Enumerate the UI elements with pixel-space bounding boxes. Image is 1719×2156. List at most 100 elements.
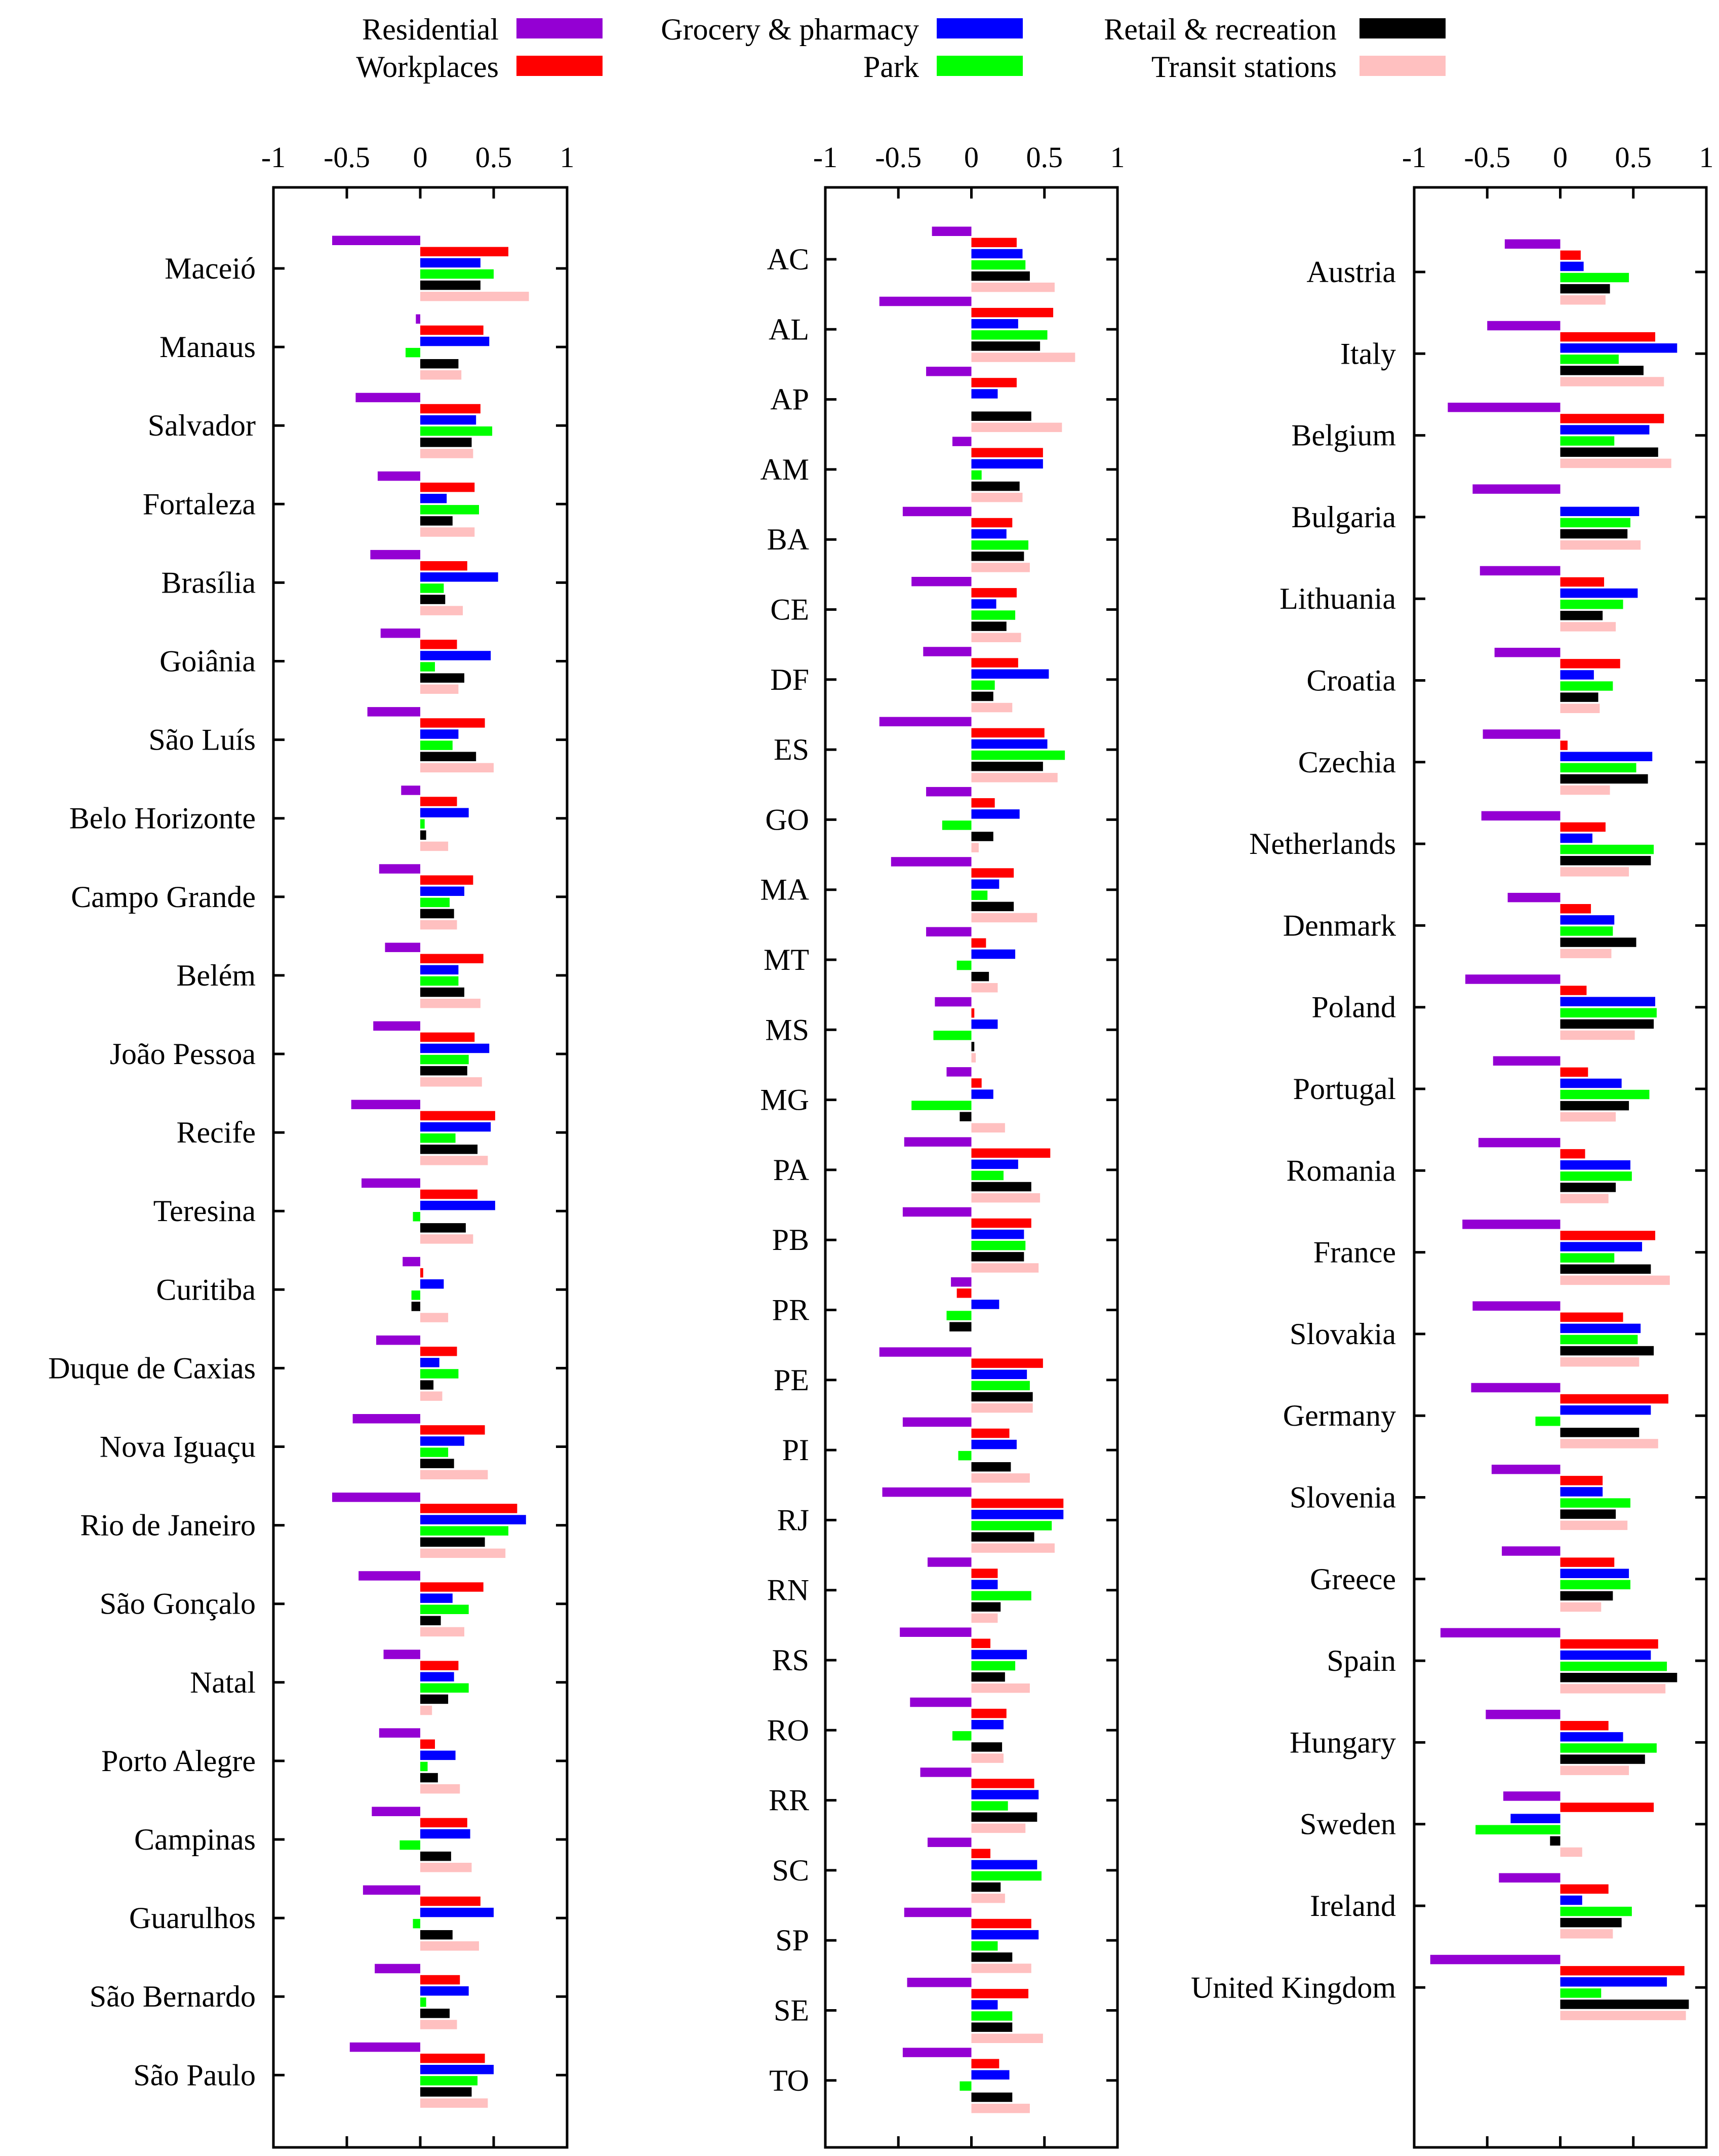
bar-retail	[971, 481, 1020, 491]
bar-grocery	[420, 1279, 444, 1289]
bar-retail	[971, 1672, 1005, 1682]
bar-grocery	[1560, 1160, 1630, 1170]
bar-park	[420, 976, 459, 986]
bar-transit	[971, 1823, 1026, 1833]
bar-grocery	[971, 1790, 1039, 1799]
category-label: Romania	[1286, 1154, 1396, 1187]
bar-grocery	[1560, 261, 1584, 271]
bar-transit	[420, 370, 462, 380]
bar-residential	[926, 367, 972, 376]
category-label: SP	[775, 1924, 809, 1957]
bar-grocery	[971, 1650, 1027, 1660]
bar-workplaces	[1560, 332, 1656, 342]
category-label: RN	[767, 1574, 809, 1607]
bar-residential	[383, 1650, 420, 1659]
bar-retail	[420, 1223, 466, 1233]
category-label: Belém	[176, 959, 256, 992]
bar-grocery	[971, 1720, 1004, 1730]
bar-grocery	[971, 1159, 1018, 1169]
bar-park	[958, 1451, 972, 1461]
category-label: RS	[772, 1643, 809, 1677]
legend-label-transit: Transit stations	[1151, 50, 1337, 84]
bar-park	[1560, 1988, 1602, 1998]
bar-grocery	[420, 729, 459, 739]
category-label: São Bernardo	[90, 1980, 256, 2013]
bar-park	[971, 1521, 1052, 1531]
bar-workplaces	[420, 1189, 478, 1199]
bar-park	[1560, 926, 1613, 936]
bar-park	[952, 1731, 972, 1741]
bar-transit	[1560, 1439, 1658, 1448]
bar-park	[971, 680, 995, 690]
bar-transit	[420, 1391, 443, 1401]
legend: Residential Workplaces Grocery & pharmac…	[356, 13, 1446, 84]
bar-residential	[367, 707, 420, 717]
bar-retail	[971, 271, 1030, 281]
bar-grocery	[971, 1860, 1037, 1870]
bar-retail	[971, 1462, 1011, 1472]
bar-retail	[1560, 2000, 1689, 2009]
bar-park	[911, 1101, 972, 1110]
bar-transit	[1560, 703, 1600, 713]
bar-retail	[971, 762, 1043, 771]
bar-park	[971, 2011, 1013, 2021]
bar-park	[971, 890, 988, 900]
bar-workplaces	[1560, 1394, 1668, 1404]
category-label: SC	[772, 1854, 809, 1887]
bar-workplaces	[420, 1268, 423, 1278]
bar-transit	[971, 983, 998, 993]
bar-grocery	[1560, 1732, 1623, 1742]
bar-park	[420, 1683, 469, 1693]
x-tick-label: -0.5	[875, 141, 922, 174]
bar-transit	[971, 1893, 1005, 1903]
bar-park	[971, 260, 1026, 270]
bar-workplaces	[420, 718, 485, 728]
category-label: Belgium	[1291, 419, 1396, 452]
bar-park	[1560, 355, 1619, 364]
bar-residential	[923, 647, 972, 656]
bar-residential	[1487, 321, 1561, 331]
bar-park	[971, 1941, 998, 1951]
bar-workplaces	[1560, 1557, 1615, 1567]
bar-retail	[420, 909, 454, 919]
category-label: BA	[767, 523, 809, 556]
category-label: Greece	[1310, 1562, 1396, 1596]
bar-grocery	[1560, 833, 1592, 843]
bar-retail	[971, 691, 993, 701]
category-label: Brasília	[161, 566, 256, 599]
bar-park	[420, 1054, 469, 1065]
bar-residential	[1478, 1138, 1561, 1148]
bar-workplaces	[1560, 1721, 1609, 1731]
bar-transit	[1560, 1030, 1635, 1040]
bar-residential	[902, 506, 972, 517]
bar-residential	[911, 577, 972, 586]
bar-grocery	[420, 1515, 526, 1524]
bar-retail	[971, 552, 1024, 561]
bar-retail	[420, 1066, 467, 1076]
bar-grocery	[420, 1200, 495, 1210]
bar-grocery	[420, 1122, 491, 1132]
bar-retail	[960, 1112, 972, 1121]
category-label: DF	[770, 663, 809, 696]
category-label: Fortaleza	[143, 487, 256, 521]
bar-workplaces	[420, 1661, 459, 1670]
bar-workplaces	[1560, 659, 1620, 669]
x-tick-label: -1	[1402, 141, 1426, 174]
category-label: France	[1313, 1236, 1396, 1269]
bar-transit	[1560, 1929, 1613, 1939]
bar-park	[971, 330, 1048, 340]
category-label: Curitiba	[156, 1273, 256, 1306]
bar-workplaces	[1560, 904, 1591, 914]
bar-retail	[1560, 284, 1610, 294]
bar-transit	[420, 1077, 482, 1087]
bar-retail	[971, 1742, 1003, 1752]
bar-transit	[420, 920, 457, 930]
category-label: Denmark	[1283, 909, 1396, 942]
bar-transit	[971, 1193, 1041, 1203]
bar-grocery	[1560, 1323, 1641, 1334]
bar-retail	[1560, 1509, 1616, 1519]
bar-workplaces	[971, 1849, 991, 1858]
bar-transit	[971, 1753, 1004, 1763]
bar-park	[971, 1801, 1008, 1811]
bar-grocery	[420, 1907, 494, 1917]
